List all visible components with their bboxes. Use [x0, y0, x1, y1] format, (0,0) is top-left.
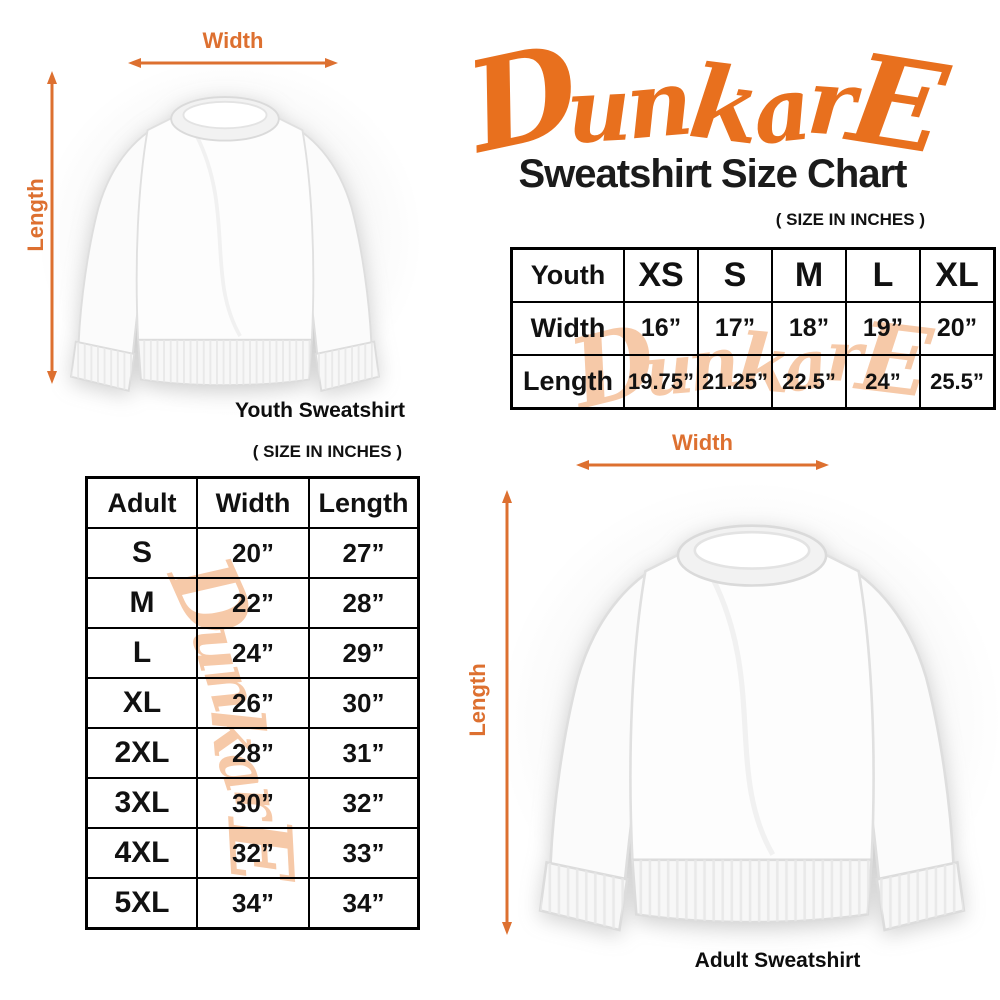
table-row: Length 19.75” 21.25” 22.5” 24” 25.5”: [510, 354, 996, 410]
adult-sweatshirt-image: [512, 488, 992, 943]
youth-units-note: ( SIZE IN INCHES ): [775, 210, 925, 229]
table-cell: 26”: [196, 677, 310, 729]
table-cell: Width: [196, 476, 310, 529]
adult-length-label: Length: [465, 663, 490, 737]
table-cell: 20”: [196, 527, 310, 579]
table-cell: 4XL: [85, 827, 198, 879]
table-cell: 18”: [771, 301, 847, 356]
table-cell: Length: [308, 476, 420, 529]
table-cell: 22”: [196, 577, 310, 629]
adult-width-arrow-icon: [576, 460, 829, 470]
table-cell: XL: [919, 247, 996, 303]
table-cell: Adult: [85, 476, 198, 529]
table-cell: 27”: [308, 527, 420, 579]
table-cell: 20”: [919, 301, 996, 356]
table-row: 2XL 28” 31”: [85, 727, 420, 779]
youth-caption: Youth Sweatshirt: [235, 399, 405, 422]
youth-width-label: Width: [202, 28, 264, 53]
table-row: Width 16” 17” 18” 19” 20”: [510, 301, 996, 356]
table-cell: 24”: [196, 627, 310, 679]
table-cell: 19”: [845, 301, 921, 356]
table-cell: 32”: [196, 827, 310, 879]
table-cell: 22.5”: [771, 354, 847, 410]
table-cell: 25.5”: [919, 354, 996, 410]
table-row: 4XL 32” 33”: [85, 827, 420, 879]
table-cell: 32”: [308, 777, 420, 829]
table-row: L 24” 29”: [85, 627, 420, 679]
table-row: M 22” 28”: [85, 577, 420, 629]
table-cell: 24”: [845, 354, 921, 410]
table-cell: 17”: [697, 301, 773, 356]
table-cell: XL: [85, 677, 198, 729]
table-cell: 16”: [623, 301, 699, 356]
table-cell: 31”: [308, 727, 420, 779]
table-cell: S: [85, 527, 198, 579]
table-cell: 33”: [308, 827, 420, 879]
dunkare-logo: D u n k a r E: [420, 8, 995, 183]
table-row: XL 26” 30”: [85, 677, 420, 729]
adult-caption: Adult Sweatshirt: [694, 949, 861, 972]
table-cell: M: [771, 247, 847, 303]
youth-sweatshirt-image: [69, 95, 381, 393]
adult-units-note: ( SIZE IN INCHES ): [252, 442, 402, 461]
table-row: 3XL 30” 32”: [85, 777, 420, 829]
youth-length-arrow-icon: [47, 71, 57, 384]
table-cell: XS: [623, 247, 699, 303]
table-row: 5XL 34” 34”: [85, 877, 420, 930]
table-cell: 30”: [308, 677, 420, 729]
table-cell: Length: [510, 354, 625, 410]
table-cell: L: [85, 627, 198, 679]
table-row: S 20” 27”: [85, 527, 420, 579]
adult-size-table: Adult Width Length S 20” 27” M 22” 28” L…: [85, 476, 420, 930]
table-cell: 30”: [196, 777, 310, 829]
table-cell: L: [845, 247, 921, 303]
table-row: Adult Width Length: [85, 476, 420, 529]
page-title: Sweatshirt Size Chart: [518, 152, 907, 196]
table-cell: 19.75”: [623, 354, 699, 410]
table-cell: 5XL: [85, 877, 198, 930]
table-cell: 21.25”: [697, 354, 773, 410]
table-cell: Width: [510, 301, 625, 356]
adult-width-label: Width: [672, 430, 733, 455]
table-row: Youth XS S M L XL: [510, 247, 996, 303]
adult-length-arrow-icon: [502, 490, 512, 935]
table-cell: S: [697, 247, 773, 303]
table-cell: 28”: [308, 577, 420, 629]
table-cell: 3XL: [85, 777, 198, 829]
youth-width-arrow-icon: [128, 58, 338, 68]
table-cell: 28”: [196, 727, 310, 779]
table-cell: 29”: [308, 627, 420, 679]
table-cell: 34”: [196, 877, 310, 930]
table-cell: 34”: [308, 877, 420, 930]
youth-size-table: Youth XS S M L XL Width 16” 17” 18” 19” …: [510, 247, 996, 410]
table-cell: 2XL: [85, 727, 198, 779]
table-cell: Youth: [510, 247, 625, 303]
table-cell: M: [85, 577, 198, 629]
